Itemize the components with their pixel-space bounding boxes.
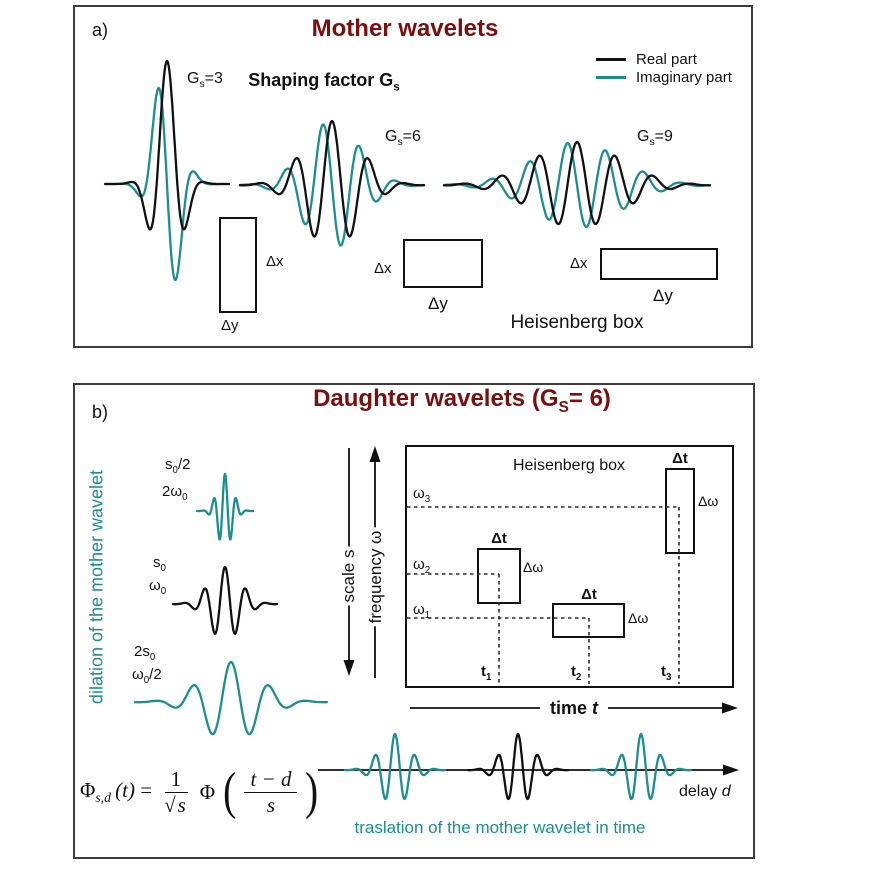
formula-argument-fraction: t − d s [244, 767, 298, 817]
gs9-label: Gs=9 [637, 128, 673, 149]
frequency-axis-up-arrow-icon [369, 446, 381, 462]
panel-b-corner-label: b) [92, 402, 109, 422]
legend-label-imaginary: Imaginary part [636, 68, 732, 86]
legend-row-real: Real part [596, 50, 732, 68]
freq-label-2w0: 2ω0 [162, 483, 188, 503]
delta-x-label-1: Δx [266, 253, 284, 270]
omega1-label: ω1 [413, 601, 431, 621]
legend-label-real: Real part [636, 50, 697, 68]
heisenberg-rect-gs3 [219, 217, 257, 313]
time-frequency-inset: Heisenberg box ω3 ω2 ω1 Δt Δω Δt Δω Δt Δ… [405, 445, 734, 688]
scale-label-s0: s0 [153, 554, 166, 574]
omega2-label: ω2 [413, 556, 431, 576]
scale-label-2s0: 2s0 [134, 643, 156, 663]
formula-close-paren: ) [305, 762, 319, 820]
delta-x-label-2: Δx [374, 260, 392, 277]
heisenberg-rect-gs9 [600, 248, 718, 280]
shaping-factor-label: Shaping factor Gs [248, 70, 400, 94]
wavelet-gs6-plot [238, 119, 426, 247]
panel-a [73, 5, 753, 348]
gs6-label: Gs=6 [385, 128, 421, 149]
delta-omega-label-1: Δω [523, 559, 544, 575]
scale-axis-label: scale s [339, 546, 359, 606]
formula-lhs: Φs,d (t) = [80, 777, 153, 806]
delta-t-label-2: Δt [581, 586, 597, 603]
t3-label: t3 [661, 663, 672, 683]
heisenberg-box-caption: Heisenberg box [510, 312, 644, 333]
scale-label-s0-half: s0/2 [165, 456, 191, 476]
formula-normalization-fraction: 1 √s [164, 767, 188, 817]
t1-label: t1 [481, 663, 492, 683]
delay-axis-arrow-icon [723, 764, 739, 776]
legend-row-imaginary: Imaginary part [596, 68, 732, 86]
delta-t-label-1: Δt [491, 530, 507, 547]
translated-wavelet-right-plot [589, 732, 693, 801]
time-axis-label: time t [539, 698, 609, 719]
delta-y-label-1: Δy [221, 317, 239, 334]
real-part-line-swatch [596, 57, 626, 61]
omega3-label: ω3 [413, 485, 431, 505]
imaginary-part-line-swatch [596, 75, 626, 79]
panel-b-title: Daughter wavelets (GS= 6) [313, 385, 611, 416]
frequency-axis-label: frequency ω [366, 527, 386, 627]
wavelet-gs3-plot [103, 59, 231, 282]
t2-label: t2 [571, 663, 582, 683]
legend: Real part Imaginary part [596, 50, 732, 86]
daughter-wavelet-dilated-plot [133, 660, 329, 736]
freq-label-w0-half: ω0/2 [132, 666, 162, 686]
delta-omega-label-3: Δω [698, 493, 719, 509]
inset-title: Heisenberg box [512, 457, 626, 474]
heisenberg-tiles [477, 468, 695, 638]
delta-omega-label-2: Δω [628, 610, 649, 626]
translated-wavelet-left-plot [343, 732, 447, 801]
time-axis-arrow-icon [722, 702, 738, 714]
daughter-wavelet-formula: Φs,d (t) = 1 √s Φ ( t − d s ) [80, 763, 321, 821]
daughter-wavelet-compressed-plot [195, 472, 255, 541]
freq-label-w0: ω0 [149, 577, 167, 597]
heisenberg-rect-gs6 [403, 239, 483, 288]
inset-graphics [407, 468, 695, 684]
panel-a-title: Mother wavelets [311, 15, 499, 42]
gs3-label: Gs=3 [187, 70, 223, 91]
daughter-wavelet-mother-plot [171, 565, 279, 635]
delay-axis-label: delay d [679, 783, 731, 800]
delta-y-label-3: Δy [653, 286, 673, 305]
scale-axis-down-arrow-icon [343, 660, 355, 676]
delta-y-label-2: Δy [428, 294, 448, 313]
formula-open-paren: ( [223, 762, 237, 820]
panel-a-corner-label: a) [92, 20, 109, 40]
delta-t-label-3: Δt [672, 450, 688, 467]
wavelet-gs9-plot [442, 140, 712, 229]
formula-phi: Φ [199, 779, 216, 804]
translation-caption: traslation of the mother wavelet in time [354, 818, 646, 837]
dilation-axis-label: dilation of the mother wavelet [86, 466, 108, 708]
dashed-guides [407, 506, 680, 684]
translated-wavelet-center-plot [466, 732, 570, 801]
delta-x-label-3: Δx [570, 255, 588, 272]
